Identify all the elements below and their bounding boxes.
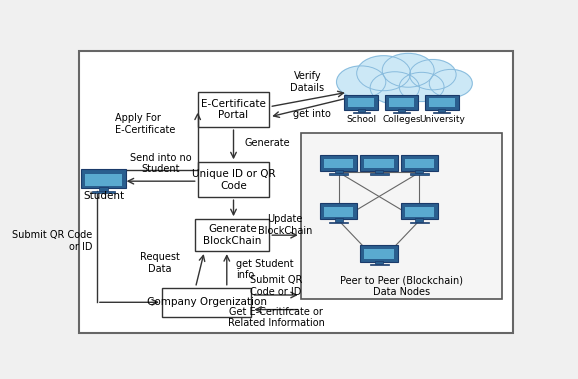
Bar: [353, 112, 370, 113]
Bar: [438, 109, 445, 112]
FancyBboxPatch shape: [361, 155, 398, 171]
FancyBboxPatch shape: [364, 158, 394, 169]
FancyBboxPatch shape: [429, 99, 455, 107]
FancyBboxPatch shape: [405, 158, 434, 169]
FancyBboxPatch shape: [195, 219, 269, 251]
FancyBboxPatch shape: [361, 245, 398, 262]
Bar: [369, 264, 388, 265]
FancyBboxPatch shape: [198, 92, 269, 127]
Circle shape: [429, 69, 472, 97]
Bar: [416, 170, 423, 174]
Bar: [375, 261, 383, 264]
Text: E-Certificate
Portal: E-Certificate Portal: [201, 99, 266, 121]
Text: Generate
BlockChain: Generate BlockChain: [203, 224, 262, 246]
FancyBboxPatch shape: [324, 207, 354, 217]
Circle shape: [382, 53, 434, 87]
Bar: [358, 109, 365, 112]
Bar: [375, 170, 383, 174]
FancyBboxPatch shape: [79, 51, 513, 333]
Bar: [329, 174, 349, 175]
FancyBboxPatch shape: [384, 95, 418, 110]
Circle shape: [336, 66, 386, 98]
Text: Student: Student: [83, 191, 124, 201]
Bar: [92, 191, 115, 193]
Text: Submit QR
Code or ID: Submit QR Code or ID: [250, 276, 302, 297]
Bar: [434, 112, 450, 113]
FancyBboxPatch shape: [425, 95, 459, 110]
Text: University: University: [419, 114, 465, 124]
FancyBboxPatch shape: [320, 155, 357, 171]
Text: Peer to Peer (Blockchain)
Data Nodes: Peer to Peer (Blockchain) Data Nodes: [340, 276, 463, 297]
Text: get Student
info: get Student info: [236, 259, 294, 280]
Bar: [393, 112, 410, 113]
Circle shape: [370, 72, 420, 104]
FancyBboxPatch shape: [320, 203, 357, 219]
Text: Generate: Generate: [244, 138, 290, 148]
Text: Verify
Datails: Verify Datails: [290, 71, 324, 93]
FancyBboxPatch shape: [198, 162, 269, 197]
FancyBboxPatch shape: [344, 95, 378, 110]
Text: Apply For
E-Certificate: Apply For E-Certificate: [115, 113, 175, 135]
FancyBboxPatch shape: [348, 99, 374, 107]
Bar: [335, 218, 343, 222]
Text: get into: get into: [293, 109, 331, 119]
FancyBboxPatch shape: [364, 249, 394, 259]
Text: Get E-Ceritifcate or
Related Information: Get E-Ceritifcate or Related Information: [228, 307, 324, 328]
FancyBboxPatch shape: [86, 174, 122, 186]
FancyBboxPatch shape: [388, 99, 414, 107]
Text: Unique ID or QR
Code: Unique ID or QR Code: [192, 169, 275, 191]
FancyBboxPatch shape: [405, 207, 434, 217]
FancyBboxPatch shape: [301, 133, 502, 299]
Circle shape: [410, 60, 456, 90]
Bar: [398, 109, 405, 112]
FancyBboxPatch shape: [81, 169, 126, 188]
Text: Submit QR Code
or ID: Submit QR Code or ID: [12, 230, 92, 252]
Bar: [416, 218, 423, 222]
Text: Colleges: Colleges: [382, 114, 421, 124]
Bar: [99, 187, 108, 191]
Bar: [369, 174, 388, 175]
Bar: [410, 222, 429, 223]
Circle shape: [399, 72, 444, 102]
Bar: [410, 174, 429, 175]
Text: School: School: [346, 114, 376, 124]
Bar: [329, 222, 349, 223]
Text: Send into no
Student: Send into no Student: [129, 153, 191, 174]
Text: Request
Data: Request Data: [140, 252, 180, 274]
Circle shape: [357, 56, 410, 91]
FancyBboxPatch shape: [162, 288, 251, 317]
Bar: [335, 170, 343, 174]
FancyBboxPatch shape: [401, 203, 438, 219]
FancyBboxPatch shape: [401, 155, 438, 171]
Text: Update
BlockChain: Update BlockChain: [258, 214, 312, 236]
FancyBboxPatch shape: [324, 158, 354, 169]
Text: Company Orgenization: Company Orgenization: [147, 297, 266, 307]
